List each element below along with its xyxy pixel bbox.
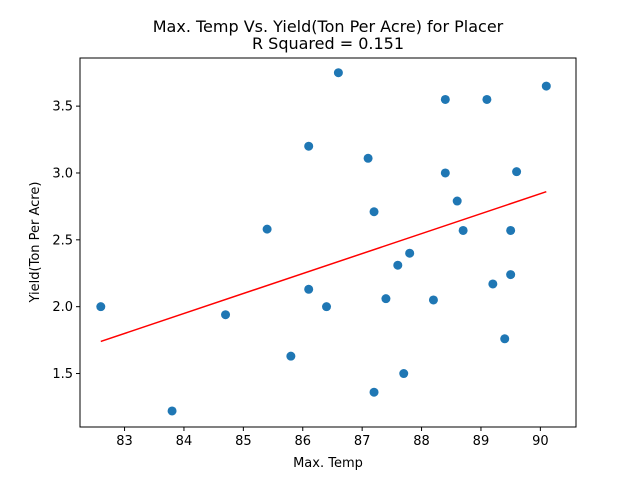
- x-tick-label: 85: [235, 434, 252, 449]
- x-axis-label: Max. Temp: [293, 456, 363, 471]
- data-point: [452, 196, 462, 206]
- data-point: [363, 153, 373, 163]
- plot-marks: [96, 68, 551, 416]
- data-point: [369, 387, 379, 397]
- y-tick-label: 3.5: [52, 100, 73, 115]
- x-tick-label: 86: [294, 434, 311, 449]
- data-point: [506, 270, 516, 280]
- data-point: [482, 94, 492, 104]
- data-point: [304, 284, 314, 294]
- data-point: [393, 260, 403, 270]
- data-point: [304, 141, 314, 151]
- data-point: [262, 224, 272, 234]
- data-point: [96, 302, 106, 312]
- data-point: [286, 351, 296, 361]
- data-point: [322, 302, 332, 312]
- y-tick-label: 2.0: [52, 300, 73, 315]
- data-point: [506, 225, 516, 235]
- y-tick-label: 2.5: [52, 233, 73, 248]
- y-axis-label: Yield(Ton Per Acre): [28, 182, 43, 304]
- data-point: [381, 294, 391, 304]
- x-tick-label: 87: [354, 434, 371, 449]
- x-tick-label: 84: [176, 434, 193, 449]
- regression-line: [100, 190, 547, 343]
- plot-frame: [79, 57, 577, 428]
- x-axis-ticks: 83 84 85 86 87 88 89 90: [116, 427, 549, 449]
- data-point: [458, 225, 468, 235]
- y-tick-label: 3.0: [52, 166, 73, 181]
- x-tick-label: 88: [413, 434, 430, 449]
- data-point: [500, 334, 510, 344]
- data-point: [440, 168, 450, 178]
- y-tick-label: 1.5: [52, 367, 73, 382]
- x-tick-label: 83: [116, 434, 133, 449]
- data-point: [428, 295, 438, 305]
- data-point: [541, 81, 551, 91]
- data-point: [399, 369, 409, 379]
- data-point: [488, 279, 498, 289]
- data-point: [440, 94, 450, 104]
- data-point: [512, 167, 522, 177]
- data-point: [167, 406, 177, 416]
- x-tick-label: 90: [532, 434, 549, 449]
- data-point: [221, 310, 231, 320]
- x-tick-label: 89: [473, 434, 490, 449]
- data-point: [333, 68, 343, 78]
- data-point: [369, 207, 379, 217]
- chart-subtitle: R Squared = 0.151: [252, 34, 404, 53]
- chart-title: Max. Temp Vs. Yield(Ton Per Acre) for Pl…: [153, 17, 504, 36]
- y-axis-ticks: 1.5 2.0 2.5 3.0 3.5: [52, 100, 80, 382]
- data-point: [405, 248, 415, 258]
